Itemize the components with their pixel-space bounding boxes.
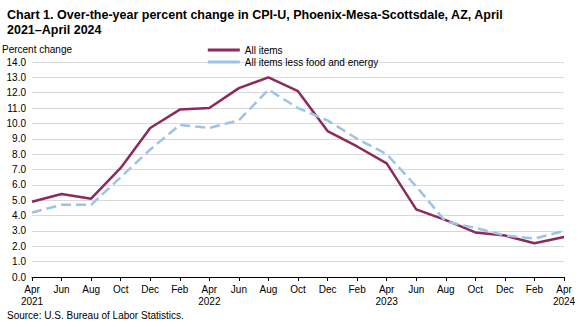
svg-text:Feb: Feb: [526, 284, 544, 295]
svg-text:Oct: Oct: [113, 284, 129, 295]
svg-text:2022: 2022: [198, 296, 221, 307]
svg-text:Aug: Aug: [260, 284, 278, 295]
svg-text:6.0: 6.0: [12, 179, 26, 190]
svg-text:3.0: 3.0: [12, 225, 26, 236]
svg-text:11.0: 11.0: [7, 103, 26, 114]
svg-text:All items: All items: [245, 45, 283, 56]
svg-text:9.0: 9.0: [12, 133, 26, 144]
svg-text:All items less food and energy: All items less food and energy: [245, 57, 378, 68]
svg-text:Jun: Jun: [231, 284, 247, 295]
svg-text:Oct: Oct: [468, 284, 484, 295]
svg-text:0.0: 0.0: [12, 272, 26, 283]
svg-text:4.0: 4.0: [12, 210, 26, 221]
svg-text:2021–April 2024: 2021–April 2024: [7, 23, 102, 37]
svg-text:7.0: 7.0: [12, 164, 26, 175]
svg-text:Aug: Aug: [82, 284, 100, 295]
svg-text:Dec: Dec: [496, 284, 514, 295]
svg-text:Aug: Aug: [437, 284, 455, 295]
svg-text:Apr: Apr: [556, 284, 572, 295]
svg-text:13.0: 13.0: [7, 72, 27, 83]
svg-text:Apr: Apr: [202, 284, 218, 295]
svg-text:Apr: Apr: [379, 284, 395, 295]
svg-text:2023: 2023: [376, 296, 399, 307]
svg-text:5.0: 5.0: [12, 195, 26, 206]
svg-text:Jun: Jun: [408, 284, 424, 295]
svg-text:Apr: Apr: [24, 284, 40, 295]
svg-text:Source: U.S. Bureau of Labor S: Source: U.S. Bureau of Labor Statistics.: [7, 310, 184, 321]
svg-text:1.0: 1.0: [12, 256, 26, 267]
svg-text:2021: 2021: [21, 296, 44, 307]
svg-text:8.0: 8.0: [12, 149, 26, 160]
svg-text:2.0: 2.0: [12, 241, 26, 252]
svg-text:Jun: Jun: [53, 284, 69, 295]
svg-text:Chart 1. Over-the-year percent: Chart 1. Over-the-year percent change in…: [7, 8, 506, 22]
svg-text:Feb: Feb: [348, 284, 366, 295]
svg-text:12.0: 12.0: [7, 87, 27, 98]
svg-text:Oct: Oct: [290, 284, 306, 295]
svg-text:10.0: 10.0: [7, 118, 27, 129]
svg-text:2024: 2024: [553, 296, 576, 307]
svg-text:Dec: Dec: [319, 284, 337, 295]
svg-text:14.0: 14.0: [7, 57, 27, 68]
svg-text:Percent change: Percent change: [2, 44, 72, 55]
svg-text:Dec: Dec: [141, 284, 159, 295]
svg-text:Feb: Feb: [171, 284, 189, 295]
